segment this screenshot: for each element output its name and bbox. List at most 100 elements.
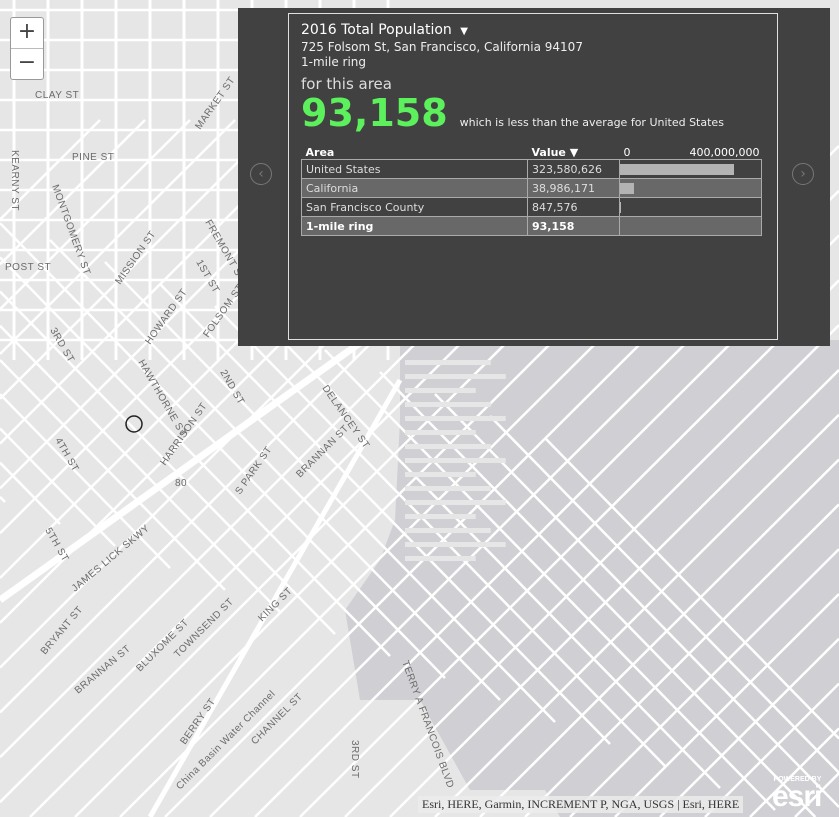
- street-label: CLAY ST: [35, 90, 79, 101]
- zoom-out-button[interactable]: −: [11, 48, 43, 79]
- axis-max: 400,000,000: [689, 145, 760, 159]
- street: [147, 378, 403, 817]
- next-arrow-icon[interactable]: ›: [792, 163, 814, 185]
- value-cell: 93,158: [527, 216, 620, 236]
- street: [0, 119, 146, 266]
- esri-logo[interactable]: POWERED BY esri: [772, 776, 822, 813]
- street-label: KEARNY ST: [9, 150, 20, 211]
- pier: [405, 444, 491, 449]
- street: [659, 637, 839, 817]
- street: [0, 393, 171, 569]
- table-row[interactable]: United States 323,580,626: [301, 159, 762, 179]
- axis-min: 0: [623, 145, 631, 159]
- ring-label: 1-mile ring: [301, 55, 367, 69]
- street: [0, 297, 423, 603]
- street: [704, 682, 839, 817]
- pier: [405, 500, 506, 505]
- street: [0, 324, 281, 613]
- value-bar: [620, 163, 735, 175]
- pier: [405, 528, 491, 533]
- street-label: 3RD ST: [349, 740, 360, 779]
- street-label: PINE ST: [72, 152, 114, 163]
- powered-by-text: POWERED BY: [773, 776, 822, 783]
- street: [434, 413, 839, 817]
- table-row[interactable]: San Francisco County 847,576: [301, 197, 762, 217]
- pier: [405, 458, 506, 463]
- col-value-header[interactable]: Value ▼: [531, 145, 579, 159]
- bar-cell: [619, 216, 762, 236]
- pier: [405, 472, 476, 477]
- pier: [405, 388, 476, 393]
- street: [49, 239, 501, 701]
- street: [269, 327, 721, 789]
- street: [0, 461, 61, 525]
- location-marker[interactable]: [125, 415, 143, 433]
- zoom-in-button[interactable]: +: [17, 19, 37, 44]
- zoom-control: + −: [10, 17, 44, 80]
- street: [0, 119, 236, 355]
- population-value: 93,158: [301, 91, 448, 135]
- street: [299, 279, 839, 817]
- street: [544, 437, 839, 740]
- address: 725 Folsom St, San Francisco, California…: [301, 40, 583, 54]
- street: [479, 458, 839, 817]
- street: [0, 496, 6, 503]
- area-cell: San Francisco County: [301, 197, 528, 217]
- street: [0, 359, 226, 591]
- table-row[interactable]: California 38,986,171: [301, 178, 762, 198]
- street: [324, 349, 776, 811]
- dropdown-arrow-icon[interactable]: ▼: [460, 26, 468, 37]
- infographic-panel: ‹ › 2016 Total Population ▼ 725 Folsom S…: [238, 8, 830, 346]
- pier: [405, 416, 506, 421]
- street: [489, 415, 839, 774]
- piers: [405, 360, 506, 561]
- pier: [405, 514, 476, 519]
- pier: [405, 486, 491, 491]
- map-attribution: Esri, HERE, Garmin, INCREMENT P, NGA, US…: [418, 796, 744, 813]
- bar-cell: [619, 178, 762, 198]
- value-cell: 847,576: [527, 197, 620, 217]
- pier: [405, 430, 476, 435]
- comparison-text: which is less than the average for Unite…: [459, 116, 724, 129]
- area-cell: United States: [301, 159, 528, 179]
- street-label: POST ST: [5, 262, 51, 273]
- street: [0, 119, 101, 221]
- street: [0, 119, 281, 400]
- street: [214, 305, 666, 767]
- pier: [405, 556, 476, 561]
- area-cell: California: [301, 178, 528, 198]
- street: [0, 290, 336, 635]
- infographic-card: 2016 Total Population ▼ 725 Folsom St, S…: [288, 13, 778, 340]
- street: [389, 369, 839, 817]
- value-cell: 323,580,626: [527, 159, 620, 179]
- pier: [405, 542, 506, 547]
- variable-selector[interactable]: 2016 Total Population ▼: [301, 22, 765, 40]
- street: [104, 261, 556, 723]
- value-cell: 38,986,171: [527, 178, 620, 198]
- street: [569, 548, 839, 817]
- bar-cell: [619, 159, 762, 179]
- street: [0, 119, 191, 311]
- value-bar: [620, 182, 634, 194]
- street: [794, 772, 839, 817]
- previous-arrow-icon[interactable]: ‹: [250, 163, 272, 185]
- col-area-header[interactable]: Area: [305, 145, 335, 159]
- comparison-table: Area Value ▼ 0 400,000,000 United States…: [301, 145, 762, 236]
- bar-axis-header: 0 400,000,000: [620, 145, 762, 160]
- pier: [405, 402, 491, 407]
- pier: [405, 360, 491, 365]
- for-area-label: for this area: [301, 75, 392, 93]
- street: [0, 222, 446, 679]
- infographic-title: 2016 Total Population: [301, 22, 452, 38]
- street: [0, 427, 116, 547]
- area-cell: 1-mile ring: [301, 216, 528, 236]
- table-row[interactable]: 1-mile ring 93,158: [301, 216, 762, 236]
- bar-cell: [619, 197, 762, 217]
- street: [524, 503, 839, 817]
- esri-wordmark: esri: [772, 780, 822, 813]
- street: [344, 324, 839, 817]
- street: [749, 727, 839, 817]
- pier: [405, 374, 506, 379]
- street: [159, 283, 611, 745]
- street: [614, 593, 839, 817]
